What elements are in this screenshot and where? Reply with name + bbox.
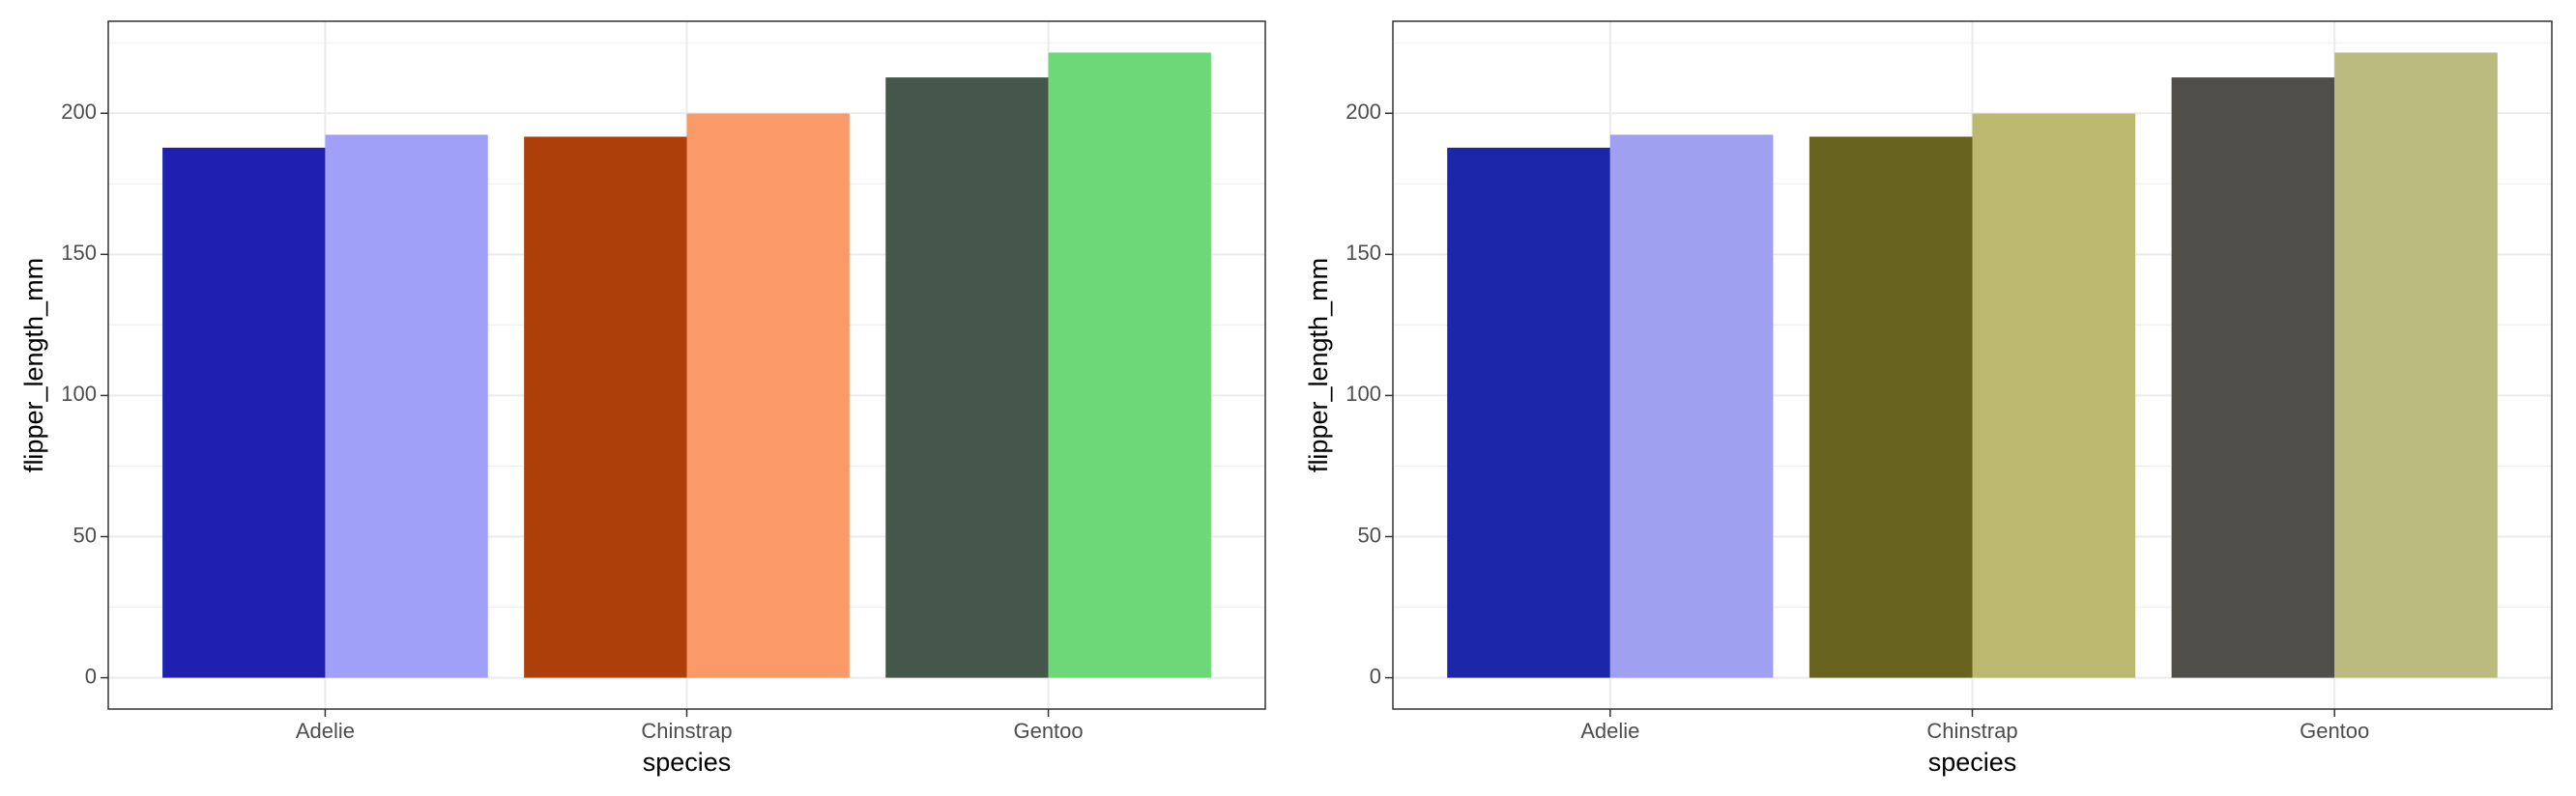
bar	[2171, 77, 2335, 678]
x-tick-label: Adelie	[296, 719, 355, 743]
x-axis-title: species	[1928, 748, 2017, 777]
y-tick-label: 200	[61, 100, 97, 124]
x-tick-label: Chinstrap	[641, 719, 732, 743]
bar	[885, 77, 1049, 678]
bar	[1447, 147, 1610, 678]
y-axis-title: flipper_length_mm	[1304, 258, 1333, 472]
x-tick-label: Adelie	[1580, 719, 1639, 743]
y-tick-label: 50	[73, 523, 97, 547]
bar	[686, 113, 850, 678]
y-tick-label: 150	[61, 241, 97, 265]
bar	[1809, 136, 1973, 678]
x-tick-label: Chinstrap	[1926, 719, 2017, 743]
y-tick-label: 100	[1346, 382, 1381, 406]
y-tick-label: 150	[1346, 241, 1381, 265]
bar	[2334, 52, 2498, 678]
x-tick-label: Gentoo	[1013, 719, 1083, 743]
y-tick-label: 200	[1346, 100, 1381, 124]
x-tick-label: Gentoo	[2300, 719, 2369, 743]
y-tick-label: 50	[1358, 523, 1381, 547]
y-tick-label: 0	[85, 664, 97, 688]
bar	[1972, 113, 2136, 678]
y-axis-title: flipper_length_mm	[19, 258, 48, 472]
bar	[325, 134, 488, 678]
bar	[524, 136, 687, 678]
bar	[162, 147, 326, 678]
y-tick-label: 0	[1370, 664, 1381, 688]
y-tick-label: 100	[61, 382, 97, 406]
x-axis-title: species	[643, 748, 732, 777]
bar	[1048, 52, 1211, 678]
bar	[1609, 134, 1774, 678]
